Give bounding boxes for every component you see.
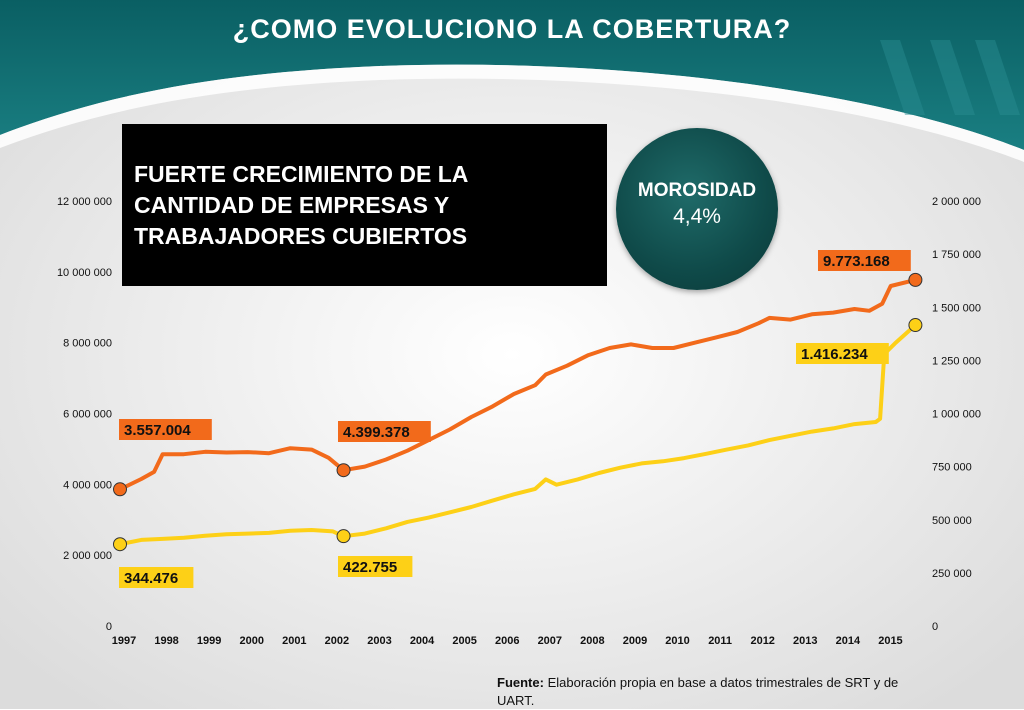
data-point-marker [336,529,351,544]
headline-box [122,124,607,286]
orange-series-line [118,277,918,492]
badge-label: MOROSIDAD [637,180,757,201]
x-tick-label: 2009 [623,635,647,647]
callout-label: 1.416.234 [801,346,868,363]
y-right-tick-label: 250 000 [932,568,972,580]
data-point-marker [113,482,127,497]
page-title: ¿COMO EVOLUCIONO LA COBERTURA? [232,14,792,44]
y-left-tick-label: 8 000 000 [63,338,112,350]
x-tick-label: 2015 [878,635,902,647]
labels-layer: 3.557.004 4.399.378 9.773.168 344.476 422.75… [119,250,911,588]
y-right-tick-label: 0 [932,621,938,633]
x-tick-label: 2005 [452,635,476,647]
y-left-tick-label: 10 000 000 [57,267,112,279]
y-right-tick-label: 2 000 000 [932,196,981,208]
source-label: Fuente: [497,675,544,690]
y-left-tick-label: 12 000 000 [57,196,112,208]
callout-label: 3.557.004 [124,422,191,439]
x-tick-label: 2008 [580,635,604,647]
y-right-tick-label: 1 500 000 [932,302,981,314]
x-tick-label: 2014 [836,635,861,647]
y-right-tick-label: 1 000 000 [932,409,981,421]
x-tick-label: 2002 [325,635,349,647]
x-tick-label: 2010 [665,635,689,647]
data-point-marker [908,318,923,333]
series-layer [113,272,923,552]
axes-layer: 1997 1998 1999 2000 2001 2002 2003 2004 2005 2006… [57,196,981,647]
callout-label: 9.773.168 [823,253,890,270]
callout-label: 422.755 [343,559,397,576]
y-left-tick-label: 0 [106,621,112,633]
yellow-series-line [118,323,918,547]
x-tick-label: 2000 [239,635,263,647]
x-tick-label: 2004 [410,635,435,647]
callout-box [338,421,431,442]
data-point-marker [113,537,127,552]
y-right-tick-label: 750 000 [932,462,972,474]
callout-box [338,556,413,577]
x-tick-label: 2003 [367,635,391,647]
y-left-tick-label: 2 000 000 [63,550,112,562]
morosidad-badge [616,128,778,290]
callout-label: 344.476 [124,570,178,587]
x-tick-label: 2001 [282,635,306,647]
callout-label: 4.399.378 [343,424,410,441]
data-point-marker [336,463,351,478]
source-text: Elaboración propia en base a datos trime… [497,675,899,708]
callout-box [818,250,911,271]
x-tick-label: 2012 [750,635,774,647]
x-tick-label: 1998 [154,635,178,647]
data-point-marker [908,272,923,287]
callout-box [119,567,194,588]
y-right-tick-label: 500 000 [932,515,972,527]
x-tick-label: 2013 [793,635,817,647]
x-tick-label: 2011 [708,635,732,647]
y-right-tick-label: 1 750 000 [932,249,981,261]
badge-value: 4,4% [673,205,721,228]
x-tick-label: 2006 [495,635,519,647]
source-note: Fuente: Elaboración propia en base a dat… [497,674,927,710]
x-tick-label: 1997 [112,635,136,647]
y-left-tick-label: 4 000 000 [63,479,112,491]
callout-box [796,343,889,364]
x-tick-label: 1999 [197,635,221,647]
x-tick-label: 2007 [538,635,562,647]
headline-text: FUERTE CRECIMIENTO DE LA CANTIDAD DE EMP… [134,161,469,249]
callout-box [119,419,212,440]
y-right-tick-label: 1 250 000 [932,355,981,367]
y-left-tick-label: 6 000 000 [63,409,112,421]
